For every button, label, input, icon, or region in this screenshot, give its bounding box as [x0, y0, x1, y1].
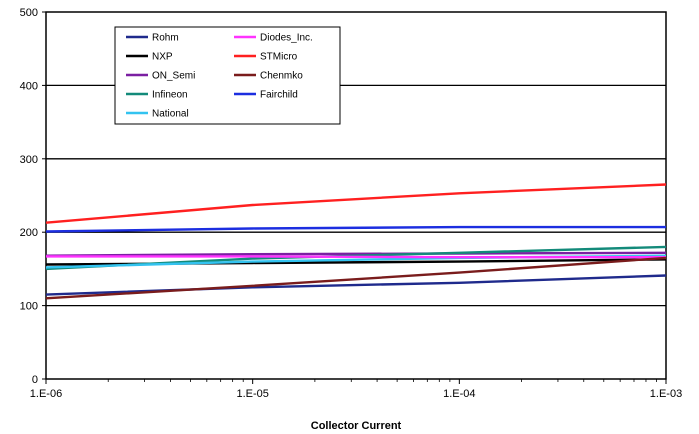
legend-label-infineon: Infineon [152, 90, 188, 101]
series-layer [45, 183, 667, 300]
series-line-stmicro [45, 183, 667, 224]
legend-label-stmicro: STMicro [260, 52, 298, 63]
legend: Rohm NXP ON_Semi Infineon National Diodes_Inc… [114, 26, 341, 125]
x-axis-label: Collector Current [311, 420, 402, 432]
legend-label-chenmko: Chenmko [260, 71, 303, 82]
legend-label-diodes-inc: Diodes_Inc. [260, 33, 313, 44]
series-line-diodes-inc [46, 255, 666, 259]
legend-label-on-semi: ON_Semi [152, 71, 195, 82]
legend-label-nxp: NXP [152, 52, 173, 63]
legend-label-fairchild: Fairchild [260, 90, 298, 101]
x-tick-label: 1.E-03 [650, 388, 682, 400]
x-tick-label: 1.E-04 [443, 388, 475, 400]
x-tick-label: 1.E-06 [30, 388, 62, 400]
x-tick-label: 1.E-05 [236, 388, 268, 400]
plot-area [45, 11, 667, 380]
y-tick-label: 0 [32, 374, 38, 386]
legend-box [114, 26, 341, 125]
x-axis-ticks: 1.E-06 1.E-05 1.E-04 1.E-03 [30, 379, 682, 400]
y-tick-label: 200 [20, 227, 38, 239]
y-tick-label: 100 [20, 301, 38, 313]
series-line-fairchild [45, 225, 666, 233]
legend-label-rohm: Rohm [152, 33, 179, 44]
series-line-chenmko [45, 256, 667, 300]
legend-label-national: National [152, 109, 189, 120]
y-axis-ticks: 0 100 200 300 400 500 [20, 7, 46, 386]
y-tick-label: 300 [20, 154, 38, 166]
series-line-on-semi [45, 251, 667, 257]
y-tick-label: 400 [20, 80, 38, 92]
y-tick-label: 500 [20, 7, 38, 19]
